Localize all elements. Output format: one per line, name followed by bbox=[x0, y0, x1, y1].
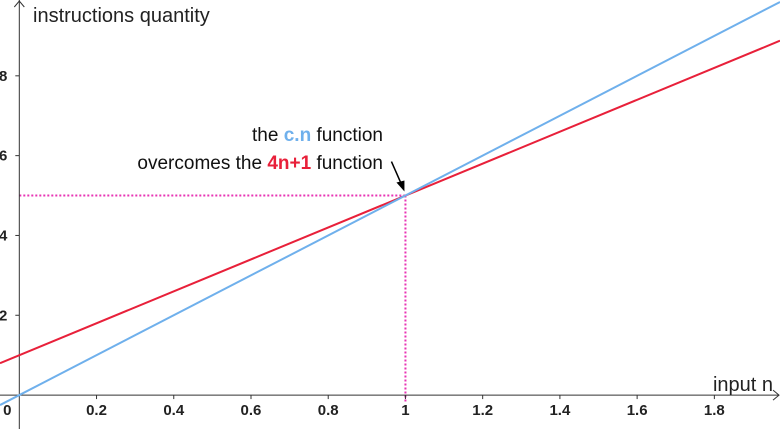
annotation-highlight-cn: c.n bbox=[284, 125, 311, 146]
x-axis-arrowhead bbox=[772, 389, 780, 401]
y-axis-label: instructions quantity bbox=[33, 5, 210, 27]
x-axis-label: input n bbox=[713, 374, 773, 396]
y-axis-arrowhead bbox=[13, 0, 25, 8]
y-tick-label: 2 bbox=[0, 307, 7, 324]
annotation-arrow bbox=[390, 161, 405, 192]
x-tick-label: 1.6 bbox=[627, 402, 648, 419]
x-tick-label: 1.2 bbox=[472, 402, 493, 419]
x-tick-label: 0.4 bbox=[163, 402, 185, 419]
x-tick-label: 1 bbox=[401, 402, 409, 419]
series-line-1 bbox=[0, 39, 780, 365]
x-tick-label: 0.6 bbox=[241, 402, 262, 419]
y-tick-label: 8 bbox=[0, 68, 7, 85]
x-tick-label: 0.2 bbox=[86, 402, 107, 419]
annotation-line-2: overcomes the 4n+1 function bbox=[137, 153, 383, 174]
series-line-2 bbox=[0, 1, 780, 406]
y-tick-label: 6 bbox=[0, 148, 7, 165]
x-tick-label: 1.8 bbox=[704, 402, 725, 419]
y-tick-labels: 2 4 6 8 bbox=[0, 68, 20, 324]
annotation-line-1: the c.n function bbox=[252, 125, 383, 146]
intersection-guides bbox=[19, 194, 407, 404]
y-tick-label: 4 bbox=[0, 227, 8, 244]
annotation-text: function bbox=[311, 153, 383, 174]
x-tick-labels: 0 0.2 0.4 0.6 0.8 1 1.2 1.4 1.6 1.8 bbox=[3, 395, 725, 419]
annotation-text: overcomes the bbox=[137, 153, 267, 174]
x-tick-label: 0.8 bbox=[318, 402, 339, 419]
annotation-text: function bbox=[311, 125, 383, 146]
arrow-head bbox=[396, 180, 405, 192]
series-lines bbox=[0, 1, 780, 406]
x-tick-label: 0 bbox=[3, 402, 11, 419]
annotation-text: the bbox=[252, 125, 284, 146]
annotation-highlight-4n1: 4n+1 bbox=[267, 153, 311, 174]
x-tick-label: 1.4 bbox=[549, 402, 571, 419]
